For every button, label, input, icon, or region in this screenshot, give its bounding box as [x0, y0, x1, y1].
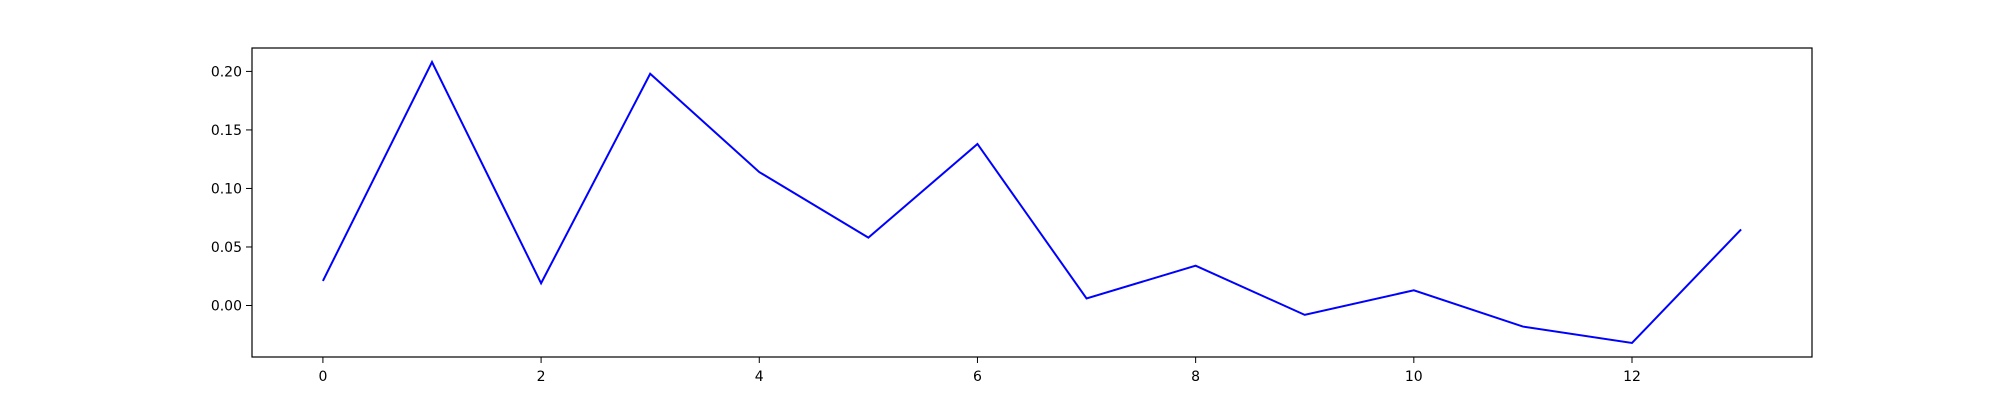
y-tick-label: 0.15 [211, 123, 242, 139]
x-tick-label: 10 [1405, 369, 1423, 385]
y-tick-label: 0.05 [211, 240, 242, 256]
x-tick-label: 6 [973, 369, 982, 385]
x-tick-label: 4 [755, 369, 764, 385]
x-tick-label: 2 [537, 369, 546, 385]
y-tick-label: 0.20 [211, 64, 242, 80]
x-tick-label: 0 [318, 369, 327, 385]
ticks-layer: 0 2 4 6 8 10 12 0.00 0.05 0.10 0.15 0.20 [211, 64, 1641, 385]
x-tick-label: 8 [1191, 369, 1200, 385]
series-layer [322, 59, 1742, 345]
series-line-0 [322, 59, 1742, 345]
plot-frame [251, 47, 1813, 358]
y-tick-label: 0.10 [211, 181, 242, 197]
y-tick-label: 0.00 [211, 299, 242, 315]
x-tick-label: 12 [1623, 369, 1641, 385]
